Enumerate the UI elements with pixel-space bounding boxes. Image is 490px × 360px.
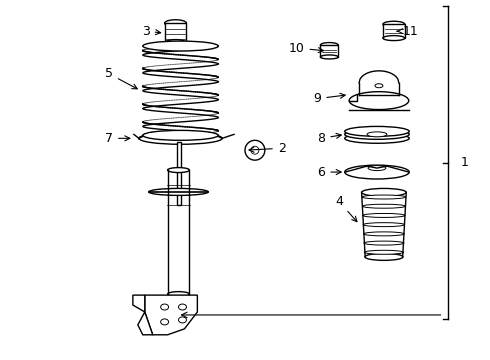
FancyBboxPatch shape <box>165 23 187 43</box>
Text: 2: 2 <box>249 142 286 155</box>
Ellipse shape <box>168 292 190 297</box>
Ellipse shape <box>364 241 404 245</box>
Ellipse shape <box>362 188 406 196</box>
Text: 11: 11 <box>397 24 418 38</box>
Ellipse shape <box>383 36 405 41</box>
Text: 10: 10 <box>289 41 323 54</box>
Ellipse shape <box>345 165 409 179</box>
Ellipse shape <box>363 213 405 217</box>
Circle shape <box>245 140 265 160</box>
Text: 4: 4 <box>335 195 357 222</box>
Text: 1: 1 <box>460 156 468 169</box>
Ellipse shape <box>364 232 404 236</box>
Ellipse shape <box>362 195 406 199</box>
FancyBboxPatch shape <box>176 142 180 205</box>
FancyBboxPatch shape <box>320 45 338 57</box>
Polygon shape <box>133 295 145 312</box>
Polygon shape <box>145 295 197 335</box>
Circle shape <box>251 146 259 154</box>
Text: 5: 5 <box>105 67 137 89</box>
Ellipse shape <box>320 55 338 59</box>
FancyBboxPatch shape <box>383 24 405 38</box>
Ellipse shape <box>139 132 222 144</box>
Ellipse shape <box>178 304 187 310</box>
Ellipse shape <box>143 130 218 140</box>
Ellipse shape <box>383 21 405 27</box>
Ellipse shape <box>165 40 187 46</box>
Ellipse shape <box>363 204 406 208</box>
Ellipse shape <box>165 20 187 27</box>
Text: 3: 3 <box>142 24 161 38</box>
Text: 7: 7 <box>105 132 130 145</box>
Ellipse shape <box>161 319 169 325</box>
Ellipse shape <box>320 42 338 48</box>
Ellipse shape <box>367 132 387 137</box>
Polygon shape <box>138 312 153 335</box>
Ellipse shape <box>168 168 190 172</box>
Ellipse shape <box>178 317 187 323</box>
Ellipse shape <box>345 129 409 139</box>
Ellipse shape <box>143 41 218 51</box>
Ellipse shape <box>368 166 386 171</box>
Text: 8: 8 <box>318 132 341 145</box>
Ellipse shape <box>349 92 409 109</box>
Ellipse shape <box>161 304 169 310</box>
Ellipse shape <box>375 84 383 88</box>
Ellipse shape <box>363 223 405 227</box>
Text: 6: 6 <box>318 166 341 179</box>
Ellipse shape <box>364 250 404 254</box>
Ellipse shape <box>149 188 208 195</box>
Ellipse shape <box>345 133 409 143</box>
Ellipse shape <box>365 253 403 260</box>
Text: 9: 9 <box>314 92 345 105</box>
Ellipse shape <box>345 126 409 136</box>
